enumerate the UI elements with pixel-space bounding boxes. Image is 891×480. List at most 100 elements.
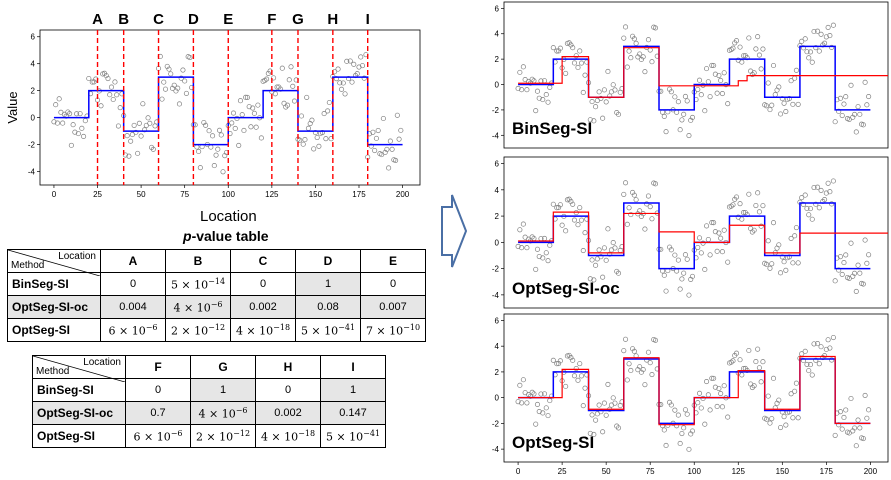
data-point [131, 122, 137, 128]
data-point [793, 225, 799, 231]
data-point [696, 390, 703, 396]
data-point [700, 395, 706, 402]
data-point [832, 278, 838, 284]
data-point [563, 383, 569, 389]
data-point [607, 93, 613, 99]
data-point [721, 383, 727, 389]
x-axis-title: Location [200, 208, 257, 225]
data-point [545, 258, 551, 264]
data-point [570, 201, 576, 207]
data-point [677, 127, 683, 133]
data-point [164, 63, 170, 69]
x-tick-label: 200 [396, 190, 410, 199]
data-point [89, 79, 95, 85]
data-point [749, 71, 755, 78]
data-point [72, 129, 78, 135]
data-point [795, 101, 801, 107]
data-point [836, 108, 842, 114]
corner-column-label: Location [58, 251, 96, 262]
data-point [520, 64, 526, 70]
table-row: OptSeg-SI-oc 0.004 4 × 10−6 0.002 0.08 0.007 [7, 295, 426, 319]
data-point [622, 336, 629, 342]
data-point [763, 103, 770, 109]
data-point [830, 22, 836, 28]
y-tick-label: 2 [31, 87, 36, 96]
data-point [843, 252, 849, 258]
data-point [792, 233, 798, 239]
x-tick-label: 125 [732, 467, 746, 476]
data-point [520, 221, 526, 227]
y-tick-label: 0 [31, 114, 36, 123]
data-point [614, 110, 620, 116]
data-point [707, 407, 713, 413]
data-point [112, 79, 118, 85]
data-point [739, 216, 745, 222]
data-point [758, 66, 764, 72]
y-tick-label: 0 [495, 81, 500, 90]
data-point [110, 96, 116, 103]
data-point [578, 373, 585, 379]
data-point [615, 270, 622, 276]
data-point [344, 58, 350, 64]
data-point [563, 70, 569, 76]
data-point [781, 414, 787, 420]
column-header: G [190, 355, 256, 379]
data-point [545, 99, 551, 105]
data-point [718, 391, 724, 397]
changepoint-label: I [366, 11, 370, 28]
data-point [647, 204, 653, 210]
data-point [621, 348, 627, 354]
data-point [237, 98, 244, 104]
data-point [533, 108, 539, 114]
data-point [860, 281, 866, 287]
comparison-panels: -4 -2 0 2 4 6 BinSeg-SI -4 -2 0 2 4 6 OptSeg-SI-oc -4 -… [492, 1, 889, 476]
data-point [316, 143, 322, 149]
data-point [183, 90, 189, 96]
data-point [827, 189, 833, 195]
data-point [176, 101, 182, 107]
data-point [765, 238, 771, 244]
data-point [107, 92, 113, 98]
y-tick-label: -2 [492, 265, 500, 274]
data-point [531, 391, 537, 397]
data-point [756, 209, 762, 215]
fitted-mean-line [518, 47, 888, 98]
data-point [818, 187, 824, 193]
data-point [684, 411, 690, 417]
x-tick-label: 25 [93, 190, 102, 199]
data-point [672, 94, 678, 100]
data-point [814, 28, 821, 34]
data-point [161, 79, 167, 85]
y-tick-label: -4 [492, 131, 500, 140]
data-point [519, 245, 525, 251]
data-point [763, 261, 770, 267]
data-point [271, 75, 277, 81]
data-point [74, 111, 80, 117]
data-point [825, 337, 831, 343]
data-point [105, 75, 111, 82]
data-point [600, 115, 606, 121]
y-tick-label: -2 [28, 141, 36, 150]
data-point [770, 375, 777, 381]
data-point [767, 107, 773, 113]
data-point [823, 346, 829, 352]
data-point [288, 64, 294, 70]
data-point [173, 88, 179, 94]
data-point [519, 400, 525, 406]
data-point [677, 440, 683, 447]
data-point [515, 243, 521, 249]
data-point [739, 372, 745, 378]
data-point [746, 35, 752, 41]
data-point [394, 112, 400, 118]
y-tick-label: 6 [31, 33, 36, 42]
data-point [698, 92, 704, 98]
data-point [813, 45, 819, 51]
data-point [753, 46, 759, 52]
data-point [135, 150, 141, 156]
data-point [311, 146, 317, 152]
data-point [711, 375, 717, 381]
data-point [384, 146, 390, 152]
data-point [711, 62, 717, 69]
data-point [830, 334, 836, 341]
data-point [387, 138, 393, 144]
